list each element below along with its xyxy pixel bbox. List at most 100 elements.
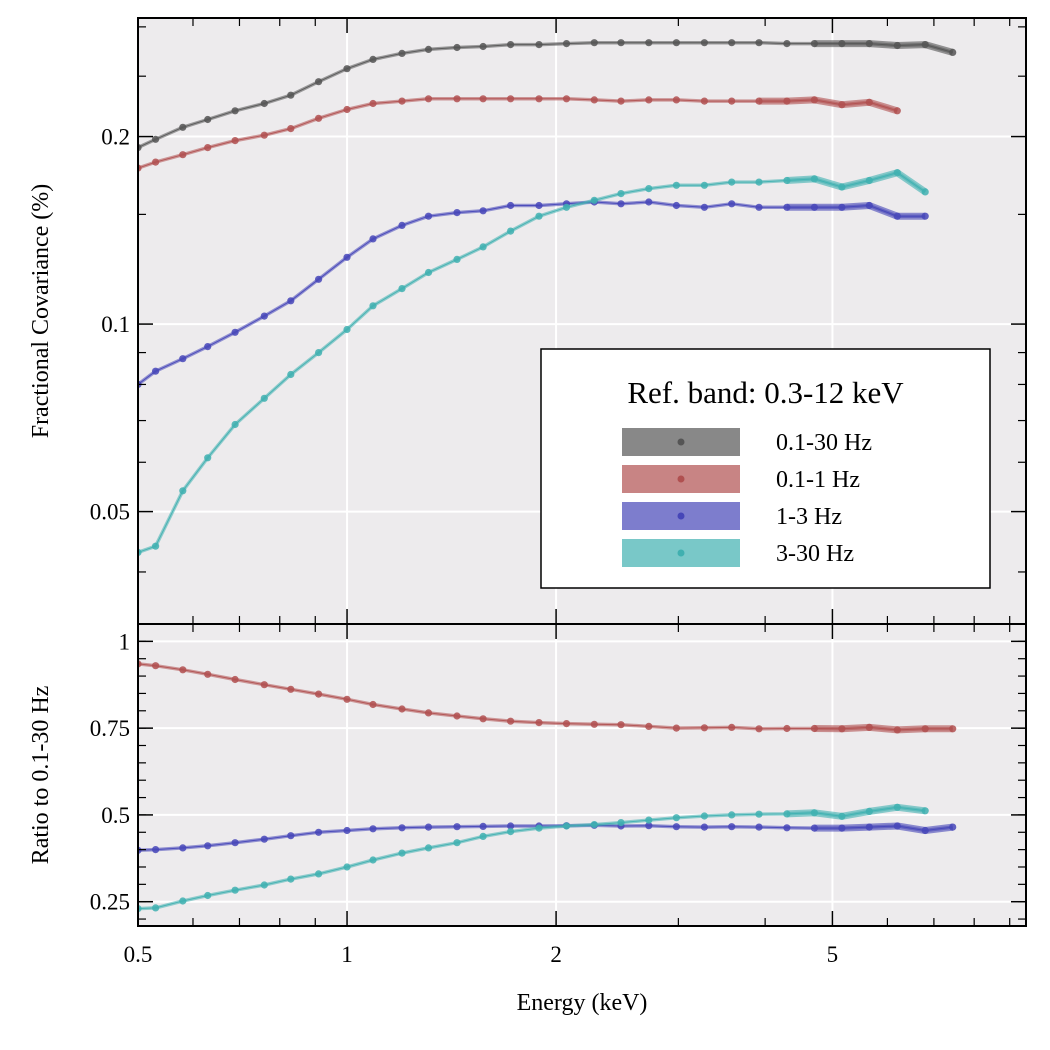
- data-point-0-1-1-hz-8: [343, 105, 351, 114]
- data-point-0-1-30-hz-18: [617, 39, 625, 47]
- data-point-1-3-hz-19: [645, 198, 653, 206]
- data-point-1-3-hz-29: [921, 212, 929, 220]
- data-point-0-1-1-hz-15: [535, 719, 543, 727]
- data-point-0-1-1-hz-19: [645, 722, 653, 731]
- data-point-1-3-hz-29: [921, 826, 929, 835]
- data-point-3-30-hz-10: [398, 849, 406, 857]
- data-point-0-1-30-hz-30: [949, 48, 957, 57]
- x-tick-label-0-5: 0.5: [124, 942, 153, 967]
- data-point-0-1-1-hz-2: [179, 151, 187, 159]
- data-point-0-1-30-hz-7: [315, 78, 323, 86]
- legend-marker-3-30-hz: [677, 549, 685, 557]
- legend-label-1-3-hz: 1-3 Hz: [776, 504, 842, 530]
- data-point-3-30-hz-29: [921, 807, 929, 815]
- data-point-3-30-hz-29: [921, 188, 929, 196]
- bottom-panel: 0.25 0.5 0.75 1 Ratio to 0.1-30 Hz 0.5 1 2 5 Ener…: [28, 623, 1027, 1016]
- data-point-3-30-hz-9: [369, 856, 377, 864]
- data-point-1-3-hz-10: [398, 824, 406, 832]
- data-point-3-30-hz-3: [204, 891, 212, 900]
- data-point-0-1-1-hz-26: [838, 725, 846, 733]
- data-point-0-1-1-hz-23: [755, 725, 763, 733]
- data-point-3-30-hz-1: [152, 542, 160, 550]
- data-point-0-1-30-hz-4: [231, 107, 239, 115]
- data-point-3-30-hz-24: [783, 176, 791, 185]
- data-point-0-1-1-hz-21: [700, 724, 709, 732]
- data-point-0-1-30-hz-22: [728, 39, 736, 47]
- data-point-3-30-hz-16: [562, 822, 571, 830]
- data-point-0-1-30-hz-19: [645, 39, 653, 47]
- x-tick-label-5: 5: [827, 942, 839, 967]
- data-point-3-30-hz-5: [260, 881, 268, 889]
- data-point-0-1-1-hz-26: [838, 101, 846, 109]
- data-point-0-1-1-hz-13: [479, 715, 487, 723]
- legend-label-0-1-30-hz: 0.1-30 Hz: [776, 430, 872, 456]
- data-point-1-3-hz-30: [949, 823, 957, 831]
- data-point-1-3-hz-27: [865, 823, 873, 831]
- data-point-0-1-1-hz-9: [369, 700, 377, 709]
- data-point-1-3-hz-28: [893, 212, 901, 220]
- data-point-1-3-hz-12: [453, 823, 461, 831]
- data-point-0-1-30-hz-15: [535, 41, 543, 49]
- data-point-0-1-1-hz-8: [343, 695, 351, 703]
- series-tail-band-0-1-30-hz: [814, 40, 954, 56]
- y-tick-label-0-25: 0.25: [90, 890, 130, 915]
- data-point-1-3-hz-7: [315, 275, 323, 283]
- data-point-0-1-1-hz-5: [260, 131, 268, 139]
- series-3-30-hz: [138, 803, 929, 913]
- data-point-3-30-hz-6: [287, 370, 295, 379]
- data-point-3-30-hz-18: [617, 190, 625, 198]
- data-point-0-1-1-hz-17: [590, 96, 598, 104]
- data-point-3-30-hz-8: [343, 325, 351, 334]
- y-axis-title: Ratio to 0.1-30 Hz: [28, 686, 54, 865]
- legend-title: Ref. band: 0.3-12 keV: [627, 375, 904, 410]
- data-point-0-1-30-hz-12: [453, 43, 461, 52]
- data-point-3-30-hz-21: [700, 812, 709, 820]
- data-point-1-3-hz-3: [204, 343, 212, 351]
- data-point-0-1-30-hz-2: [179, 123, 187, 131]
- plot-frame: [137, 623, 1027, 927]
- data-point-3-30-hz-26: [838, 183, 846, 191]
- data-point-0-1-1-hz-24: [783, 97, 791, 105]
- data-point-3-30-hz-25: [810, 175, 819, 183]
- data-point-0-1-1-hz-28: [893, 107, 901, 115]
- data-point-0-1-1-hz-17: [590, 720, 598, 728]
- series-tail-band-1-3-hz: [814, 822, 954, 834]
- data-point-1-3-hz-23: [755, 823, 763, 831]
- data-point-0-1-1-hz-25: [810, 96, 819, 104]
- data-point-3-30-hz-15: [535, 212, 543, 220]
- data-point-0-1-1-hz-4: [231, 675, 239, 684]
- data-point-0-1-1-hz-1: [152, 662, 160, 670]
- data-point-0-1-30-hz-1: [152, 135, 160, 143]
- data-point-3-30-hz-6: [287, 875, 295, 883]
- data-point-1-3-hz-6: [287, 832, 295, 840]
- series-tail-band-0-1-1-hz: [759, 96, 899, 115]
- series-tail-band-1-3-hz: [786, 202, 926, 220]
- data-point-0-1-1-hz-28: [893, 726, 901, 734]
- data-point-3-30-hz-2: [179, 487, 187, 495]
- data-point-0-1-1-hz-12: [453, 712, 461, 720]
- data-point-0-1-1-hz-6: [287, 685, 295, 693]
- data-point-3-30-hz-11: [424, 844, 433, 852]
- data-point-0-1-1-hz-25: [810, 724, 819, 733]
- data-point-3-30-hz-23: [755, 178, 763, 186]
- data-point-1-3-hz-25: [810, 824, 819, 832]
- data-point-0-1-30-hz-11: [424, 45, 433, 54]
- data-point-1-3-hz-26: [838, 203, 846, 211]
- data-point-3-30-hz-8: [343, 863, 351, 871]
- data-point-1-3-hz-18: [617, 200, 625, 208]
- data-point-3-30-hz-7: [315, 870, 323, 878]
- data-point-0-1-1-hz-16: [562, 720, 571, 728]
- legend-entry-0-1-30-hz: 0.1-30 Hz: [622, 428, 872, 456]
- data-point-0-1-1-hz-18: [617, 97, 625, 105]
- data-point-0-1-1-hz-23: [755, 97, 763, 105]
- series-tail-band-3-30-hz: [786, 803, 926, 820]
- data-point-0-1-1-hz-4: [231, 137, 239, 145]
- data-point-1-3-hz-12: [453, 209, 461, 217]
- data-point-0-1-30-hz-8: [343, 65, 351, 73]
- data-point-1-3-hz-9: [369, 235, 377, 243]
- y-tick-label-1: 1: [119, 629, 131, 654]
- data-point-0-1-1-hz-22: [728, 723, 736, 732]
- data-point-3-30-hz-7: [315, 349, 323, 357]
- data-point-3-30-hz-5: [260, 394, 268, 402]
